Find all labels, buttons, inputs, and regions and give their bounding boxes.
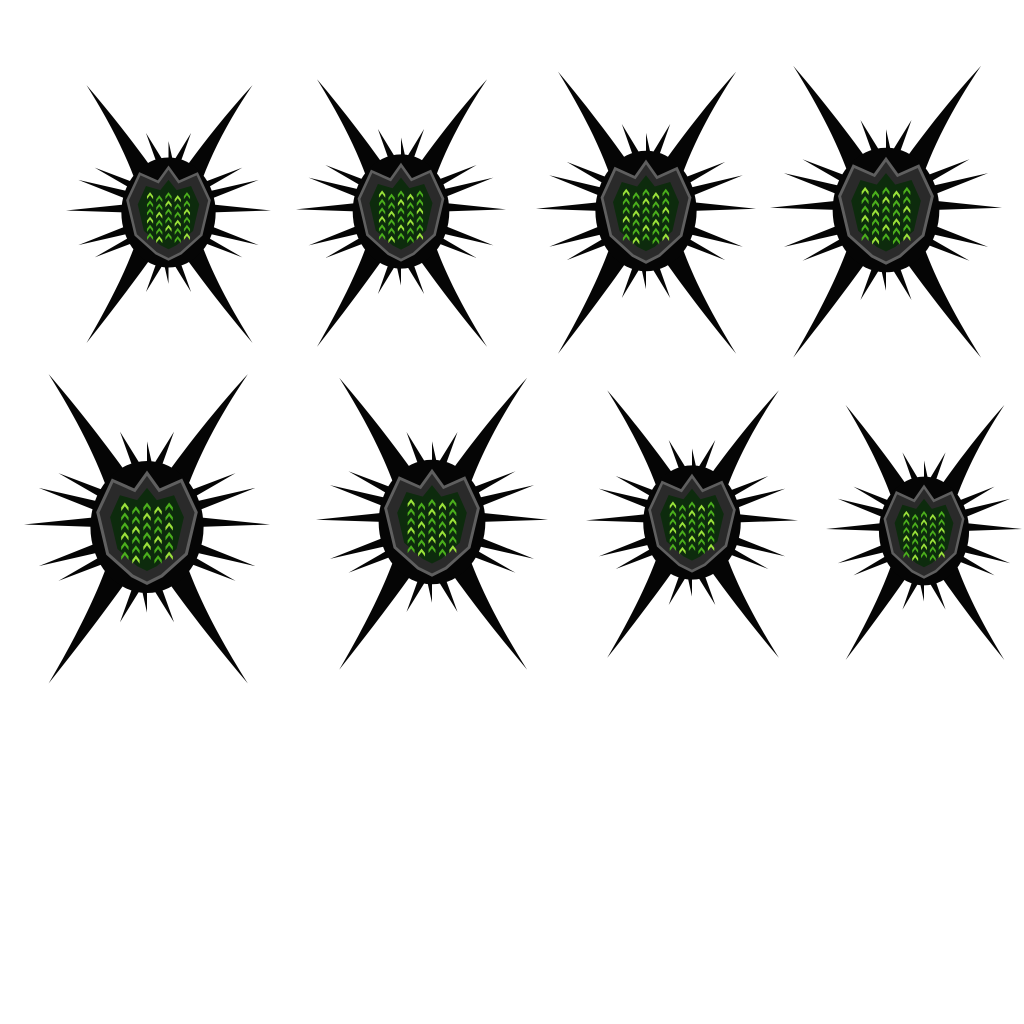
sprite-frame-3: [536, 66, 756, 356]
sprite-frame-8: [826, 400, 1022, 662]
sprite-graphic: [770, 60, 1002, 360]
sprite-graphic: [296, 74, 506, 349]
sprite-frame-2: [296, 74, 506, 349]
sprite-frame-4: [770, 60, 1002, 360]
sprite-graphic: [66, 80, 271, 345]
sprite-graphic: [316, 372, 548, 672]
sprite-graphic: [826, 400, 1022, 662]
sprite-frame-1: [66, 80, 271, 345]
sprite-graphic: [586, 385, 798, 660]
sprite-frame-7: [586, 385, 798, 660]
sprite-frame-5: [24, 368, 270, 686]
sprite-graphic: [24, 368, 270, 686]
sprite-frame-6: [316, 372, 548, 672]
sprite-graphic: [536, 66, 756, 356]
